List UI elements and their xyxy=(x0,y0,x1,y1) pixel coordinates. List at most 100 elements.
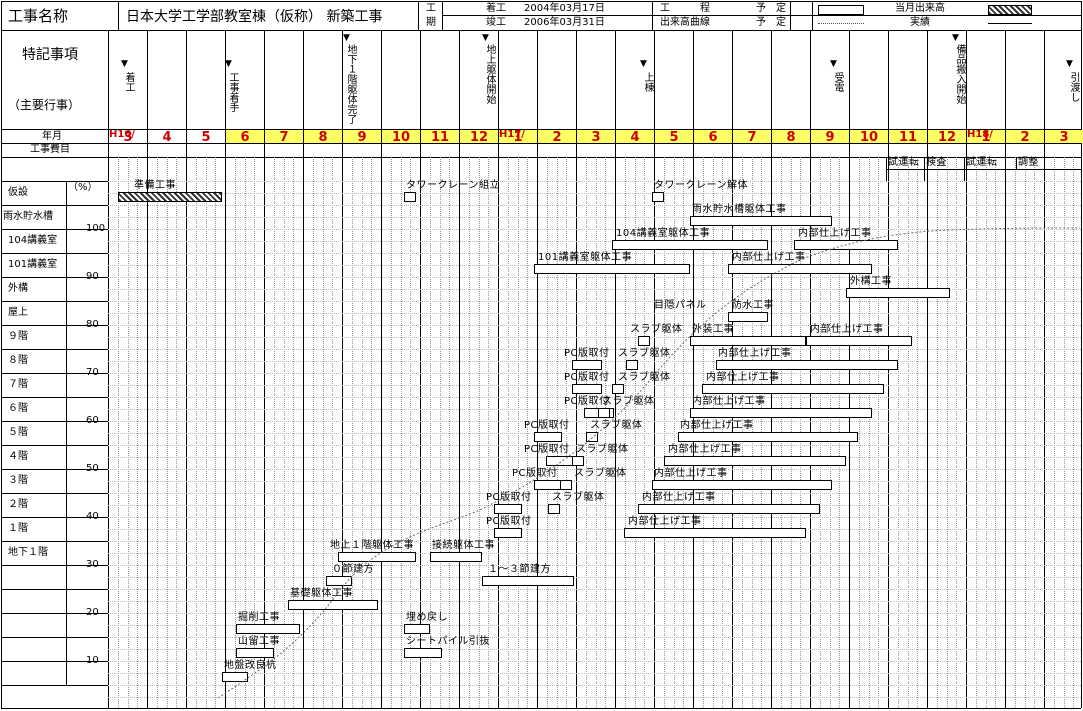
grid-hline xyxy=(1,30,1081,31)
task-bar xyxy=(598,408,610,418)
bar-label-17: PC版取付 xyxy=(564,372,610,383)
task-bar xyxy=(728,264,872,274)
grid-hline xyxy=(442,15,1081,16)
task-bar xyxy=(572,384,602,394)
month-cell-13: 4 xyxy=(616,130,654,145)
legend-plan-2: 予 定 xyxy=(756,17,786,28)
grid-hline xyxy=(1,157,1081,158)
grid-hline xyxy=(108,277,1081,278)
grid-vline xyxy=(137,157,139,708)
bar-label-31: 内部仕上げ工事 xyxy=(654,468,728,479)
task-bar xyxy=(638,336,650,346)
grid-vline xyxy=(215,157,217,708)
task-bar xyxy=(690,216,832,226)
month-cell-1: 4 xyxy=(148,130,186,145)
grid-hline xyxy=(108,577,1081,578)
bar-label-6: 101講義室躯体工事 xyxy=(538,252,633,263)
task-bar xyxy=(404,192,416,202)
month-cell-0: 3 xyxy=(109,130,147,145)
grid-hline xyxy=(108,301,1081,302)
grid-hline xyxy=(1,325,108,326)
grid-hline xyxy=(1,421,108,422)
task-bar xyxy=(560,480,572,490)
grid-hline xyxy=(1,129,1081,130)
task-bar xyxy=(430,552,482,562)
grid-vline xyxy=(886,157,887,181)
bar-label-44: 山留工事 xyxy=(238,636,280,647)
legend-month: 当月出来高 xyxy=(895,3,945,14)
grid-hline xyxy=(108,193,1081,194)
bar-label-11: スラブ躯体 xyxy=(630,324,683,335)
grid-vline xyxy=(176,157,178,708)
row-label-2: 104講義室 xyxy=(8,235,58,246)
period-label-1: 工 xyxy=(426,3,436,14)
milestone-label-1: 工事着手 xyxy=(227,72,238,112)
grid-hline xyxy=(1,517,108,518)
grid-hline xyxy=(1,397,108,398)
month-label: 11 xyxy=(898,130,918,145)
month-label: 10 xyxy=(859,130,879,145)
legend-month-swatch xyxy=(988,5,1032,15)
row-label-11: ４階 xyxy=(8,451,28,462)
row-label-6: ９階 xyxy=(8,331,28,342)
month-cell-23: 2 xyxy=(1006,130,1044,145)
grid-hline xyxy=(108,697,1081,698)
grid-vline xyxy=(1081,1,1082,708)
month-label: 8 xyxy=(786,130,796,145)
task-bar xyxy=(702,384,884,394)
grid-hline xyxy=(1,685,108,686)
row-label-15: 地下１階 xyxy=(8,547,48,558)
task-bar xyxy=(626,360,638,370)
month-cell-5: 8 xyxy=(304,130,342,145)
grid-hline xyxy=(108,541,1081,542)
milestone-arrow-icon: ▼ xyxy=(830,59,837,69)
month-cell-20: 11 xyxy=(889,130,927,145)
grid-vline xyxy=(66,181,67,686)
grid-hline xyxy=(1,277,108,278)
task-bar xyxy=(624,528,806,538)
milestone-arrow-icon: ▼ xyxy=(121,59,128,69)
grid-vline xyxy=(117,157,119,708)
bar-label-26: PC版取付 xyxy=(524,444,570,455)
row-label-12: ３階 xyxy=(8,475,28,486)
month-cell-10: 1 xyxy=(499,130,537,145)
grid-hline xyxy=(108,205,1081,206)
grid-hline xyxy=(108,673,1081,674)
grid-vline xyxy=(195,157,197,708)
month-cell-3: 6 xyxy=(226,130,264,145)
bar-label-41: 基礎躯体工事 xyxy=(290,588,353,599)
grid-hline xyxy=(1,229,108,230)
row-label-4: 外構 xyxy=(8,283,28,294)
y-tick-7: 30 xyxy=(86,559,99,570)
grid-hline xyxy=(1,565,108,566)
task-bar xyxy=(534,432,562,442)
end-date: 2006年03月31日 xyxy=(524,17,605,28)
grid-vline xyxy=(147,30,148,708)
top-task-0: 試運転 xyxy=(888,157,920,168)
grid-vline xyxy=(205,157,207,708)
milestone-label-3: 地上躯体開始 xyxy=(484,44,495,104)
row-label-10: ５階 xyxy=(8,427,28,438)
task-bar xyxy=(728,312,768,322)
bar-label-14: PC版取付 xyxy=(564,348,610,359)
bar-label-1: タワークレーン組立 xyxy=(406,180,500,191)
grid-hline xyxy=(1,493,108,494)
grid-hline xyxy=(108,565,1081,566)
row-label-9: ６階 xyxy=(8,403,28,414)
bar-label-43: 埋め戻し xyxy=(406,612,448,623)
bar-label-21: スラブ躯体 xyxy=(602,396,655,407)
grid-hline xyxy=(1,661,108,662)
grid-hline xyxy=(108,529,1081,530)
month-label: 6 xyxy=(708,130,718,145)
grid-hline xyxy=(1,143,1081,144)
bar-label-28: 内部仕上げ工事 xyxy=(668,444,742,455)
month-label: 12 xyxy=(469,130,489,145)
grid-hline xyxy=(1,637,108,638)
task-bar xyxy=(338,552,416,562)
grid-hline xyxy=(1,181,108,182)
grid-hline xyxy=(1,349,108,350)
grid-hline xyxy=(108,601,1081,602)
legend-process: 工 程 xyxy=(660,3,710,14)
task-bar xyxy=(404,624,430,634)
month-label: 6 xyxy=(240,130,250,145)
